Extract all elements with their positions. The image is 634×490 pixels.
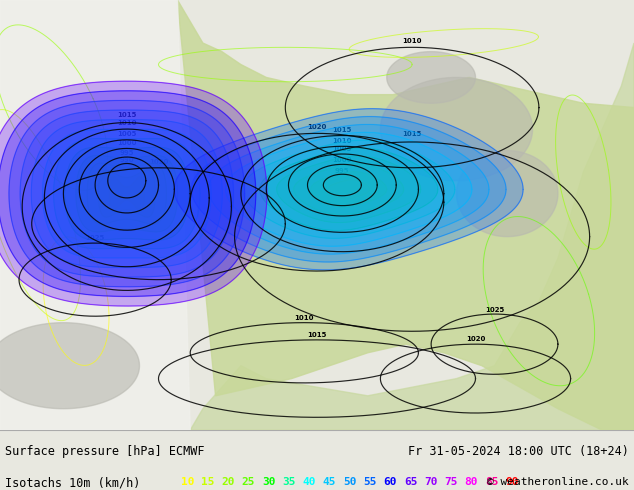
Text: 1010: 1010 (333, 138, 352, 144)
Text: 50: 50 (343, 477, 356, 487)
Text: 45: 45 (323, 477, 336, 487)
Text: 60: 60 (384, 477, 397, 487)
Polygon shape (294, 164, 404, 215)
Polygon shape (311, 172, 387, 207)
Text: 15: 15 (201, 477, 214, 487)
Polygon shape (54, 139, 200, 249)
Polygon shape (0, 0, 190, 430)
Polygon shape (9, 100, 245, 287)
Text: 1010: 1010 (117, 120, 136, 125)
Text: 75: 75 (444, 477, 458, 487)
Text: 65: 65 (404, 477, 417, 487)
Polygon shape (65, 147, 189, 240)
Text: 85: 85 (485, 477, 498, 487)
Polygon shape (42, 129, 211, 258)
Text: 1010: 1010 (295, 315, 314, 321)
Text: 1020: 1020 (307, 124, 327, 130)
Text: 1025: 1025 (485, 307, 504, 313)
Polygon shape (387, 51, 476, 103)
Text: 25: 25 (242, 477, 255, 487)
Text: 1005: 1005 (117, 131, 136, 137)
Text: 1000: 1000 (333, 157, 352, 163)
Polygon shape (190, 43, 634, 430)
Text: 1005: 1005 (333, 147, 352, 152)
Text: 10: 10 (181, 477, 194, 487)
Text: 1015: 1015 (307, 332, 327, 338)
Polygon shape (76, 155, 178, 232)
Polygon shape (0, 91, 256, 296)
Text: 90: 90 (505, 477, 519, 487)
Polygon shape (328, 180, 370, 199)
Text: 20: 20 (221, 477, 235, 487)
Polygon shape (243, 140, 455, 238)
Polygon shape (259, 148, 438, 230)
Polygon shape (191, 117, 506, 262)
Text: 1015: 1015 (403, 131, 422, 137)
Polygon shape (276, 156, 421, 222)
Text: 995: 995 (120, 149, 134, 156)
Polygon shape (98, 170, 155, 217)
Text: 1010: 1010 (403, 38, 422, 44)
Text: Surface pressure [hPa] ECMWF: Surface pressure [hPa] ECMWF (5, 445, 205, 458)
Text: 1020: 1020 (466, 337, 485, 343)
Polygon shape (110, 176, 145, 211)
Text: 1020: 1020 (149, 159, 168, 165)
Polygon shape (20, 110, 233, 277)
Text: 55: 55 (363, 477, 377, 487)
Text: 1000: 1000 (117, 140, 136, 147)
Text: 35: 35 (282, 477, 295, 487)
Text: 80: 80 (465, 477, 478, 487)
Polygon shape (174, 109, 523, 270)
Polygon shape (87, 163, 167, 224)
Text: 40: 40 (302, 477, 316, 487)
Polygon shape (178, 0, 634, 430)
Text: 1015: 1015 (333, 126, 352, 133)
Text: Fr 31-05-2024 18:00 UTC (18+24): Fr 31-05-2024 18:00 UTC (18+24) (408, 445, 629, 458)
Polygon shape (456, 150, 558, 237)
Polygon shape (31, 120, 223, 268)
Text: 30: 30 (262, 477, 275, 487)
Text: 1025: 1025 (86, 235, 105, 241)
Polygon shape (209, 124, 489, 254)
Polygon shape (0, 323, 139, 409)
Text: 990: 990 (119, 157, 134, 163)
Polygon shape (380, 77, 533, 181)
Text: 70: 70 (424, 477, 437, 487)
Polygon shape (0, 81, 267, 306)
Polygon shape (226, 132, 472, 246)
Text: Isotachs 10m (km/h): Isotachs 10m (km/h) (5, 477, 141, 490)
Text: © weatheronline.co.uk: © weatheronline.co.uk (487, 477, 629, 487)
Text: 995: 995 (335, 168, 349, 173)
Text: 1015: 1015 (117, 112, 136, 119)
